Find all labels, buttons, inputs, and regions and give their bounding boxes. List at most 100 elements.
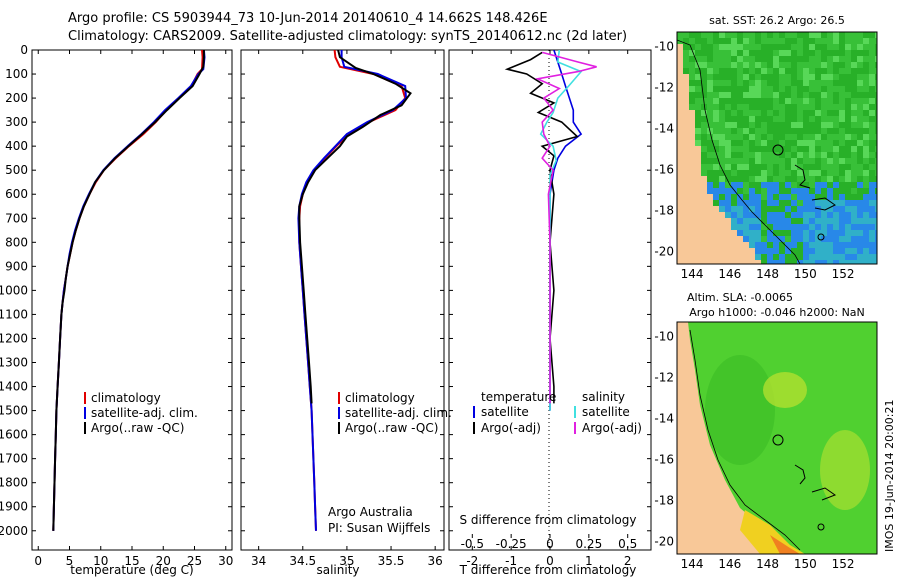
sst-cell bbox=[821, 248, 827, 254]
sst-cell bbox=[809, 248, 815, 254]
sst-cell bbox=[863, 86, 869, 92]
sst-cell bbox=[707, 164, 713, 170]
sst-cell bbox=[833, 50, 839, 56]
sst-cell bbox=[773, 32, 779, 38]
sst-cell bbox=[833, 92, 839, 98]
sst-cell bbox=[815, 110, 821, 116]
sst-cell bbox=[791, 92, 797, 98]
sst-cell bbox=[803, 44, 809, 50]
sst-cell bbox=[815, 62, 821, 68]
sst-cell bbox=[689, 68, 695, 74]
sst-cell bbox=[875, 200, 877, 206]
sst-cell bbox=[857, 236, 863, 242]
sst-cell bbox=[785, 62, 791, 68]
sst-cell bbox=[755, 32, 761, 38]
sst-cell bbox=[827, 158, 833, 164]
sst-cell bbox=[815, 188, 821, 194]
sst-cell bbox=[875, 140, 877, 146]
sst-cell bbox=[767, 230, 773, 236]
sst-cell bbox=[809, 260, 815, 264]
sst-cell bbox=[749, 146, 755, 152]
sst-cell bbox=[755, 248, 761, 254]
sst-cell bbox=[791, 38, 797, 44]
sst-cell bbox=[737, 62, 743, 68]
sst-cell bbox=[815, 194, 821, 200]
sst-cell bbox=[773, 56, 779, 62]
sst-cell bbox=[713, 146, 719, 152]
sst-cell bbox=[767, 86, 773, 92]
sst-cell bbox=[875, 98, 877, 104]
sst-cell bbox=[809, 122, 815, 128]
sst-cell bbox=[815, 50, 821, 56]
sst-cell bbox=[779, 122, 785, 128]
sst-cell bbox=[821, 62, 827, 68]
y-tick-label: 900 bbox=[5, 259, 28, 273]
x-tick-label: 35 bbox=[339, 554, 354, 568]
sst-cell bbox=[731, 212, 737, 218]
sst-cell bbox=[869, 110, 875, 116]
sst-cell bbox=[857, 188, 863, 194]
sst-cell bbox=[827, 110, 833, 116]
sst-cell bbox=[839, 80, 845, 86]
sst-cell bbox=[749, 74, 755, 80]
sst-cell bbox=[761, 194, 767, 200]
sst-cell bbox=[845, 98, 851, 104]
sst-cell bbox=[785, 110, 791, 116]
sst-cell bbox=[713, 68, 719, 74]
sst-cell bbox=[815, 182, 821, 188]
sst-cell bbox=[863, 116, 869, 122]
sst-cell bbox=[845, 140, 851, 146]
sst-cell bbox=[845, 50, 851, 56]
sst-cell bbox=[851, 170, 857, 176]
sst-cell bbox=[833, 206, 839, 212]
x-tick-label: 25 bbox=[187, 554, 202, 568]
sst-cell bbox=[839, 86, 845, 92]
sst-cell bbox=[821, 152, 827, 158]
sst-cell bbox=[773, 74, 779, 80]
sst-cell bbox=[755, 224, 761, 230]
sst-cell bbox=[725, 206, 731, 212]
sst-cell bbox=[785, 164, 791, 170]
sst-cell bbox=[851, 164, 857, 170]
sst-cell bbox=[851, 218, 857, 224]
sst-cell bbox=[743, 92, 749, 98]
sst-cell bbox=[839, 230, 845, 236]
sst-cell bbox=[797, 86, 803, 92]
sst-cell bbox=[797, 254, 803, 260]
sst-cell bbox=[815, 176, 821, 182]
sst-cell bbox=[785, 218, 791, 224]
sst-cell bbox=[713, 74, 719, 80]
sst-cell bbox=[713, 56, 719, 62]
sst-cell bbox=[869, 146, 875, 152]
sst-cell bbox=[755, 206, 761, 212]
sst-cell bbox=[791, 152, 797, 158]
sst-cell bbox=[869, 50, 875, 56]
sst-cell bbox=[749, 122, 755, 128]
sst-cell bbox=[821, 68, 827, 74]
sst-cell bbox=[749, 170, 755, 176]
sst-cell bbox=[845, 146, 851, 152]
sst-cell bbox=[689, 92, 695, 98]
sst-cell bbox=[737, 140, 743, 146]
sst-cell bbox=[833, 260, 839, 264]
sst-cell bbox=[857, 248, 863, 254]
sst-cell bbox=[683, 44, 689, 50]
sst-cell bbox=[749, 158, 755, 164]
difference-series-group bbox=[504, 50, 597, 411]
sst-cell bbox=[719, 152, 725, 158]
sst-cell bbox=[839, 212, 845, 218]
sst-cell bbox=[821, 146, 827, 152]
x-tick-label: 34 bbox=[251, 554, 266, 568]
sst-cell bbox=[857, 164, 863, 170]
sst-cell bbox=[719, 98, 725, 104]
sst-cell bbox=[743, 74, 749, 80]
sst-cell bbox=[773, 194, 779, 200]
argo-float-marker bbox=[772, 434, 784, 446]
sst-cell bbox=[827, 182, 833, 188]
sst-cell bbox=[743, 32, 749, 38]
sst-cell bbox=[791, 140, 797, 146]
sst-cell bbox=[809, 236, 815, 242]
sst-cell bbox=[761, 146, 767, 152]
sst-cell bbox=[839, 170, 845, 176]
sst-cell bbox=[821, 176, 827, 182]
